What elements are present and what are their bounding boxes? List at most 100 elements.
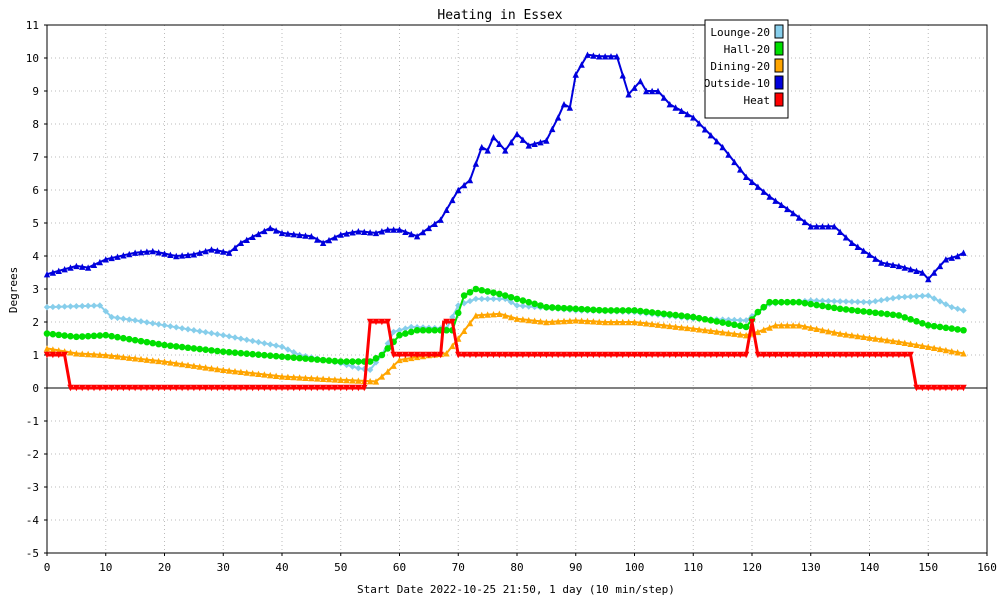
outside-10-point (907, 266, 914, 273)
outside-10-point (525, 142, 532, 149)
outside-10-point (413, 233, 421, 240)
outside-10-point (173, 252, 180, 260)
outside-10-point (261, 227, 268, 235)
hall-20-point (595, 306, 603, 314)
dining-20-point (854, 332, 861, 340)
dining-20-point (472, 312, 480, 319)
dining-20-point (255, 370, 262, 378)
heat-point (355, 384, 362, 392)
y-tick-label: -2 (26, 448, 39, 461)
dining-20-point (531, 317, 538, 324)
heat-point (314, 384, 321, 392)
lounge-20-point (925, 292, 932, 299)
dining-20-point (537, 318, 544, 325)
heat-point (455, 351, 462, 359)
dining-20-point (936, 345, 944, 353)
dining-20-point (625, 318, 632, 326)
hall-20-point (836, 305, 844, 313)
hall-20-point (513, 295, 521, 303)
dining-20-point (895, 338, 903, 345)
dining-20-point (907, 340, 914, 347)
dining-20-point (831, 329, 838, 336)
series-group (43, 51, 967, 392)
hall-20-point (143, 338, 151, 346)
hall-20-point (231, 349, 239, 356)
x-tick-label: 60 (393, 561, 406, 574)
heat-point (713, 351, 720, 359)
lounge-20-point (478, 295, 485, 303)
heat-point (919, 384, 926, 392)
legend-label-heat: Heat (744, 94, 771, 107)
heat-point (443, 318, 450, 326)
outside-10-point (695, 120, 703, 127)
dining-20-point (848, 332, 856, 339)
outside-10-point (431, 220, 438, 228)
hall-20-point (554, 304, 562, 312)
outside-10-point (67, 264, 74, 271)
heat-point (942, 384, 950, 392)
heat-point (513, 351, 521, 359)
heat-point (537, 351, 544, 359)
outside-10-point (825, 223, 832, 230)
dining-20-point (960, 350, 967, 357)
lounge-20-point (901, 293, 908, 301)
dining-20-point (496, 310, 503, 317)
x-tick-label: 40 (275, 561, 288, 574)
hall-20-point (296, 354, 303, 362)
outside-10-point (831, 223, 838, 230)
heat-point (737, 351, 744, 359)
heat-point (43, 351, 51, 359)
outside-10-point (549, 125, 556, 133)
heat-point (954, 384, 961, 392)
heat-point (672, 351, 679, 359)
hall-20-point (754, 308, 762, 316)
lounge-20-point (848, 298, 856, 305)
lounge-20-point (272, 342, 280, 349)
dining-20-point (243, 369, 250, 376)
outside-10-point (272, 227, 280, 234)
hall-20-point (866, 308, 873, 316)
lounge-20-point (866, 299, 873, 306)
hall-20-point (772, 298, 779, 306)
hall-20-point (137, 337, 145, 345)
dining-20-point (813, 325, 820, 333)
outside-10-point (120, 252, 127, 259)
dining-20-point (525, 316, 532, 324)
lounge-20-point (836, 298, 844, 305)
dining-20-point (707, 327, 715, 334)
dining-20-point (654, 321, 662, 328)
outside-10-point (355, 228, 362, 235)
outside-10-point (801, 218, 809, 226)
heat-point (872, 351, 879, 359)
heat-point (208, 384, 215, 392)
heat-point (102, 384, 109, 392)
lounge-20-point (842, 298, 850, 305)
dining-20-point (772, 322, 779, 329)
outside-10-point (478, 143, 485, 151)
hall-20-point (490, 289, 497, 297)
legend-label-dining-20: Dining-20 (710, 60, 770, 73)
y-tick-label: 1 (32, 349, 39, 362)
outside-10-point (895, 262, 903, 270)
heat-point (695, 351, 703, 359)
hall-20-point (149, 339, 157, 347)
heat-point (519, 351, 527, 359)
hall-20-point (425, 326, 433, 334)
lounge-20-point (731, 316, 738, 324)
hall-20-point (560, 304, 568, 312)
lounge-20-point (120, 315, 127, 322)
heat-point (190, 384, 198, 392)
heat-point (936, 384, 944, 392)
dining-20-point (73, 350, 80, 357)
hall-20-point (654, 309, 662, 317)
outside-10-point (889, 261, 897, 268)
lounge-20-point (384, 340, 391, 347)
heat-point (525, 351, 532, 359)
chart-title: Heating in Essex (437, 8, 562, 23)
outside-10-point (619, 72, 626, 79)
dining-20-point (789, 322, 797, 329)
outside-10-point (813, 223, 820, 230)
dining-20-point (619, 318, 626, 326)
lounge-20-point (49, 303, 57, 311)
hall-20-point (766, 298, 773, 306)
